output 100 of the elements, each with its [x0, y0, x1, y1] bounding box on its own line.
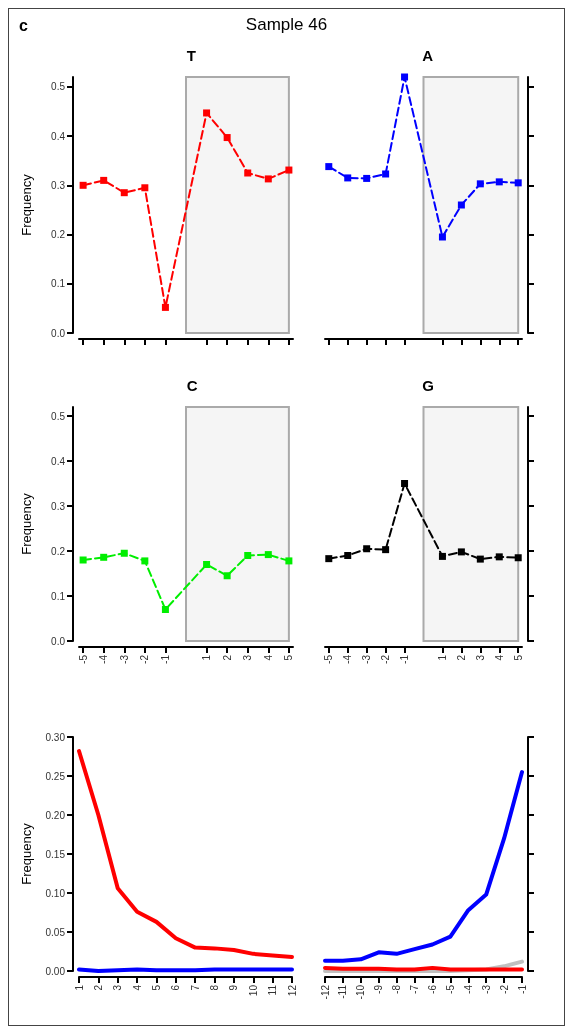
x-tick-label: 5 [512, 654, 524, 661]
text: Sample 46 [245, 15, 328, 34]
x-tick-label: -5 [444, 984, 456, 994]
x-tick-label: 1 [73, 984, 85, 991]
x-tick-label: 9 [228, 984, 240, 991]
y-tick-label: 0.10 [45, 887, 66, 899]
point [514, 179, 522, 187]
y-tick-label: 0.4 [51, 455, 66, 467]
x-tick-label: -1 [516, 984, 528, 994]
x-tick-label: -5 [77, 654, 89, 664]
y-tick-label: 0.2 [51, 229, 66, 241]
x-tick-label: -2 [498, 984, 510, 994]
y-tick-label: 0.1 [51, 278, 66, 290]
x-tick-label: 2 [92, 984, 104, 991]
point [514, 554, 522, 562]
point [120, 549, 128, 557]
point [244, 169, 252, 177]
point [363, 174, 371, 182]
point [264, 175, 272, 183]
point [344, 174, 352, 182]
x-tick-label: -8 [391, 984, 403, 994]
point [161, 606, 169, 613]
x-tick-label: 3 [474, 654, 486, 661]
y-tick-label: 0.5 [51, 410, 66, 422]
point [382, 170, 390, 178]
x-tick-label: -7 [409, 984, 421, 994]
x-tick-label: 1 [201, 654, 213, 661]
point [401, 73, 409, 81]
y-tick-label: 0.5 [51, 81, 66, 93]
y-tick-label: 0.20 [45, 809, 66, 821]
x-tick-label: 5 [283, 654, 295, 661]
x-tick-label: 3 [112, 984, 124, 991]
y-tick-label: 0.00 [45, 965, 66, 977]
point [325, 163, 333, 171]
point [325, 555, 333, 563]
y-axis-title: Frequency [19, 492, 34, 555]
x-tick-label: -4 [342, 654, 354, 664]
point [476, 555, 484, 563]
point [203, 109, 211, 117]
x-tick-label: -6 [426, 984, 438, 994]
x-tick-label: 5 [150, 984, 162, 991]
x-tick-label: -5 [323, 654, 335, 664]
y-tick-label: 0.1 [51, 590, 66, 602]
point [457, 201, 465, 209]
x-tick-label: 8 [209, 984, 221, 991]
x-tick-label: -11 [337, 984, 349, 999]
point [264, 551, 272, 559]
x-tick-label: 2 [455, 654, 467, 661]
point [141, 184, 149, 192]
y-tick-label: 0.4 [51, 130, 66, 142]
y-tick-label: 0.3 [51, 500, 66, 512]
point [495, 553, 503, 561]
x-tick-label: -12 [319, 984, 331, 1000]
x-tick-label: 2 [221, 654, 233, 661]
y-tick-label: 0.0 [51, 327, 66, 339]
y-tick-label: 0.3 [51, 179, 66, 191]
point [161, 303, 169, 311]
point [285, 557, 293, 565]
point [344, 552, 352, 559]
chart-title: C [186, 377, 198, 394]
x-tick-label: -3 [480, 984, 492, 994]
point [79, 556, 87, 564]
chart-title: A [422, 47, 434, 64]
x-tick-label: 12 [286, 984, 298, 997]
x-tick-label: 1 [436, 654, 448, 661]
chart-title: T [186, 47, 196, 64]
point [79, 181, 87, 189]
x-tick-label: 10 [247, 984, 259, 997]
point [457, 548, 465, 556]
x-tick-label: 7 [189, 984, 201, 991]
point [244, 552, 252, 559]
point [476, 180, 484, 188]
point [120, 189, 128, 197]
x-tick-label: -1 [399, 654, 411, 664]
x-tick-label: 4 [493, 654, 505, 661]
point [203, 561, 211, 568]
x-tick-label: -1 [159, 654, 171, 664]
x-tick-label: -10 [355, 984, 367, 1000]
y-tick-label: 0.05 [45, 926, 66, 938]
x-tick-label: 6 [170, 984, 182, 991]
y-tick-label: 0.30 [45, 731, 66, 743]
point [382, 546, 390, 554]
point [223, 572, 231, 580]
point [100, 553, 108, 561]
point [223, 134, 231, 142]
x-tick-label: 4 [131, 984, 143, 991]
point [141, 557, 149, 565]
x-tick-label: 4 [262, 654, 274, 661]
point [363, 545, 371, 553]
x-tick-label: 3 [242, 654, 254, 661]
point [438, 552, 446, 560]
x-tick-label: -3 [118, 654, 130, 664]
y-tick-label: 0.15 [45, 848, 66, 860]
chart-title: G [422, 377, 434, 394]
text: c [19, 17, 28, 35]
y-tick-label: 0.2 [51, 545, 66, 557]
x-tick-label: -2 [139, 654, 151, 664]
y-tick-label: 0.0 [51, 635, 66, 647]
point [285, 166, 293, 174]
y-axis-title: Frequency [19, 822, 34, 885]
